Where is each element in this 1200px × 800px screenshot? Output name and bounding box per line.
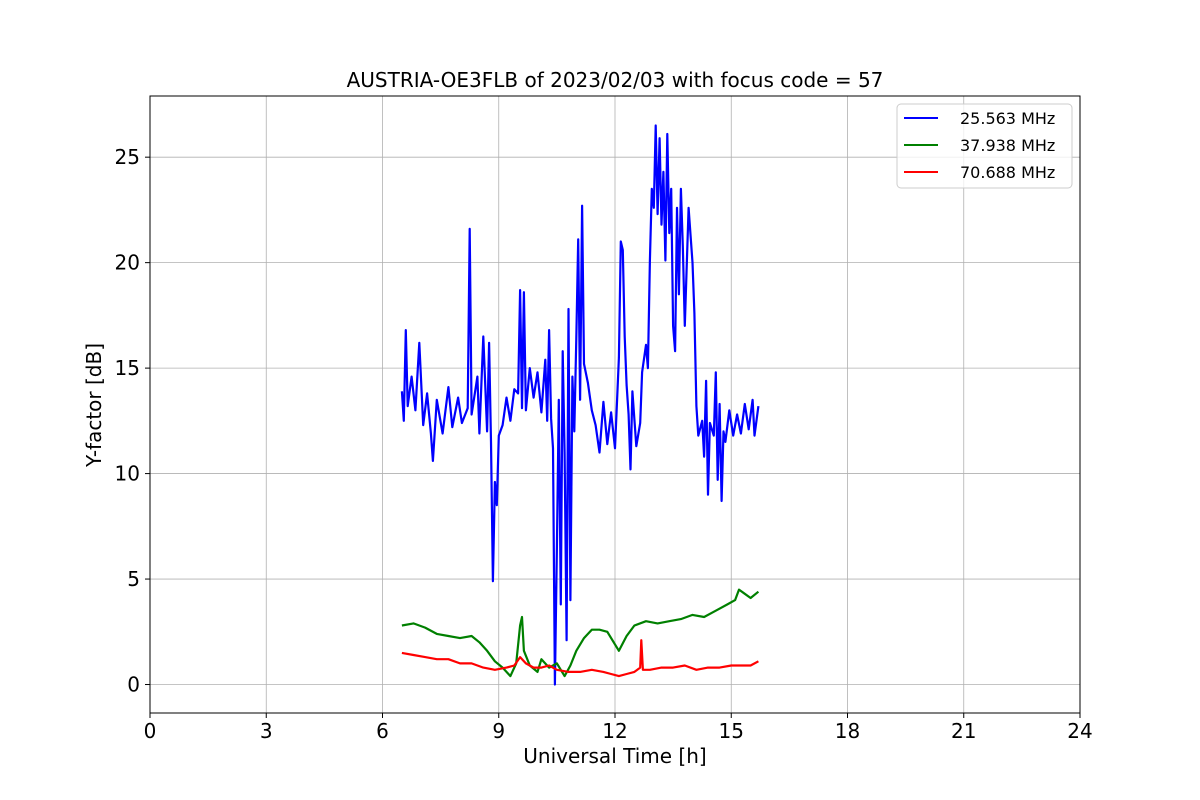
legend-entry: 37.938 MHz bbox=[904, 136, 1055, 155]
legend-label: 25.563 MHz bbox=[960, 109, 1055, 128]
series-line-0 bbox=[400, 124, 760, 686]
legend-label: 70.688 MHz bbox=[960, 163, 1055, 182]
legend: 25.563 MHz 37.938 MHz 70.688 MHz bbox=[896, 103, 1073, 189]
x-tick-label: 18 bbox=[835, 719, 860, 743]
legend-entry: 25.563 MHz bbox=[904, 109, 1055, 128]
y-tick-label: 15 bbox=[115, 356, 140, 380]
legend-box bbox=[896, 103, 1073, 189]
x-tick-label: 9 bbox=[492, 719, 505, 743]
series-layer bbox=[400, 124, 760, 686]
series-line-2 bbox=[401, 639, 759, 678]
series-line-1 bbox=[401, 588, 760, 678]
x-tick-label: 15 bbox=[719, 719, 744, 743]
y-tick-label: 20 bbox=[115, 251, 140, 275]
x-tick-label: 3 bbox=[260, 719, 273, 743]
x-axis-label: Universal Time [h] bbox=[523, 744, 706, 768]
legend-label: 37.938 MHz bbox=[960, 136, 1055, 155]
x-tick-label: 21 bbox=[951, 719, 976, 743]
x-tick-label: 0 bbox=[144, 719, 157, 743]
y-tick-label: 5 bbox=[127, 567, 140, 591]
chart-title: AUSTRIA-OE3FLB of 2023/02/03 with focus … bbox=[347, 68, 884, 92]
legend-entry: 70.688 MHz bbox=[904, 163, 1055, 182]
x-tick-label: 6 bbox=[376, 719, 389, 743]
x-tick-label: 24 bbox=[1067, 719, 1092, 743]
x-tick-label: 12 bbox=[602, 719, 627, 743]
y-axis-label: Y-factor [dB] bbox=[82, 343, 106, 468]
axis-ticks: 0 3 6 9 12 15 18 21 24 0 5 10 15 20 25 bbox=[115, 145, 1093, 743]
y-tick-label: 10 bbox=[115, 462, 140, 486]
y-tick-label: 0 bbox=[127, 673, 140, 697]
y-tick-label: 25 bbox=[115, 145, 140, 169]
